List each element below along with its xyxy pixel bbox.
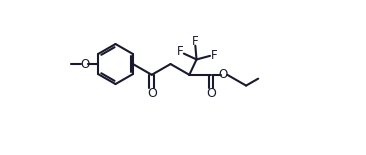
Text: O: O	[206, 87, 216, 100]
Text: F: F	[192, 35, 199, 48]
Text: O: O	[219, 68, 228, 81]
Text: O: O	[80, 58, 90, 71]
Text: F: F	[210, 49, 217, 62]
Text: O: O	[147, 87, 157, 100]
Text: F: F	[177, 45, 183, 58]
